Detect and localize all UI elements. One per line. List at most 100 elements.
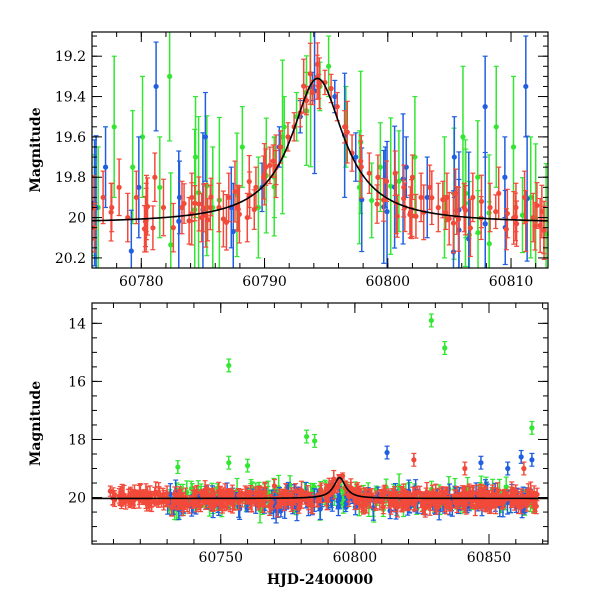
data-point xyxy=(440,196,446,203)
y-tick-label: 19.6 xyxy=(55,130,86,146)
data-point xyxy=(510,144,517,150)
data-point xyxy=(176,218,182,224)
data-point xyxy=(230,228,236,235)
data-point xyxy=(244,505,250,512)
green-point xyxy=(139,75,146,199)
data-point xyxy=(446,216,452,222)
data-point xyxy=(205,217,211,223)
red-point xyxy=(409,194,415,237)
y-tick-label: 20 xyxy=(68,211,86,227)
data-point xyxy=(541,227,547,233)
red-point xyxy=(208,177,214,217)
data-point xyxy=(450,220,457,226)
red-point xyxy=(307,42,313,105)
data-point xyxy=(418,194,424,201)
data-point xyxy=(532,223,538,229)
red-point xyxy=(301,58,307,114)
red-point xyxy=(381,178,387,222)
data-point xyxy=(334,104,340,110)
red-point xyxy=(196,176,202,232)
red-point xyxy=(133,170,139,225)
red-point xyxy=(170,202,176,253)
data-point xyxy=(111,124,117,130)
red-point xyxy=(435,182,441,233)
y-tick-label: 19.2 xyxy=(55,49,86,65)
data-point xyxy=(475,229,481,236)
data-point xyxy=(493,503,499,509)
data-point xyxy=(429,195,435,201)
red-point xyxy=(440,180,446,219)
blue-point xyxy=(451,116,457,199)
data-point xyxy=(226,194,232,201)
red-point xyxy=(316,57,322,110)
data-point xyxy=(181,200,187,207)
data-point xyxy=(443,500,449,507)
data-point xyxy=(412,154,418,160)
red-point xyxy=(413,193,419,239)
data-point xyxy=(409,213,415,219)
data-point xyxy=(192,154,199,160)
blue-point xyxy=(523,35,529,138)
red-point xyxy=(503,208,509,251)
data-point xyxy=(150,225,156,231)
red-point xyxy=(152,152,158,203)
red-point xyxy=(220,190,226,248)
data-point xyxy=(332,93,338,100)
green-point xyxy=(475,190,481,268)
data-point xyxy=(462,207,469,213)
red-point xyxy=(455,186,462,252)
data-point xyxy=(369,197,375,204)
red-point xyxy=(487,182,493,233)
data-point xyxy=(343,504,349,511)
blue-point xyxy=(176,150,182,268)
data-point xyxy=(358,164,364,170)
data-point xyxy=(253,184,259,190)
red-point xyxy=(201,183,207,233)
data-point xyxy=(384,209,390,215)
green-point xyxy=(377,122,383,213)
data-point xyxy=(502,174,508,180)
red-point xyxy=(358,135,364,199)
data-point xyxy=(409,174,416,180)
data-point xyxy=(387,508,393,514)
blue-point xyxy=(128,209,134,268)
data-point xyxy=(132,492,139,498)
plot-area xyxy=(92,313,548,524)
red-point xyxy=(143,174,150,241)
data-point xyxy=(220,216,226,222)
data-point xyxy=(153,83,159,90)
data-point xyxy=(486,210,492,216)
red-point xyxy=(150,205,156,251)
red-point xyxy=(532,201,538,251)
data-point xyxy=(316,80,322,86)
data-point xyxy=(170,225,176,231)
data-point xyxy=(519,212,526,218)
y-axis-title: Magnitude xyxy=(28,107,44,192)
blue-point xyxy=(102,126,109,209)
data-point xyxy=(232,188,238,195)
data-point xyxy=(223,219,230,225)
red-point xyxy=(194,484,200,501)
red-point xyxy=(366,152,372,194)
red-point xyxy=(493,194,499,230)
red-point xyxy=(470,172,476,223)
red-point xyxy=(429,170,435,226)
top-panel: 60780 60790 60800 60810 19.2 19.4 19.6 19.8 20 20… xyxy=(28,31,549,290)
data-point xyxy=(443,209,449,216)
red-point xyxy=(232,160,238,223)
data-point xyxy=(482,104,488,110)
red-point xyxy=(236,185,242,244)
data-point xyxy=(537,222,543,229)
red-point xyxy=(398,486,404,507)
red-point xyxy=(160,178,167,237)
x-tick-label: 60790 xyxy=(242,274,287,290)
red-point xyxy=(100,170,106,225)
data-point xyxy=(493,209,499,215)
data-point xyxy=(136,184,142,190)
data-point xyxy=(383,178,390,184)
data-point xyxy=(374,201,380,207)
red-point xyxy=(443,195,449,231)
red-point xyxy=(444,486,450,495)
data-point xyxy=(470,194,476,201)
data-point xyxy=(336,497,342,503)
